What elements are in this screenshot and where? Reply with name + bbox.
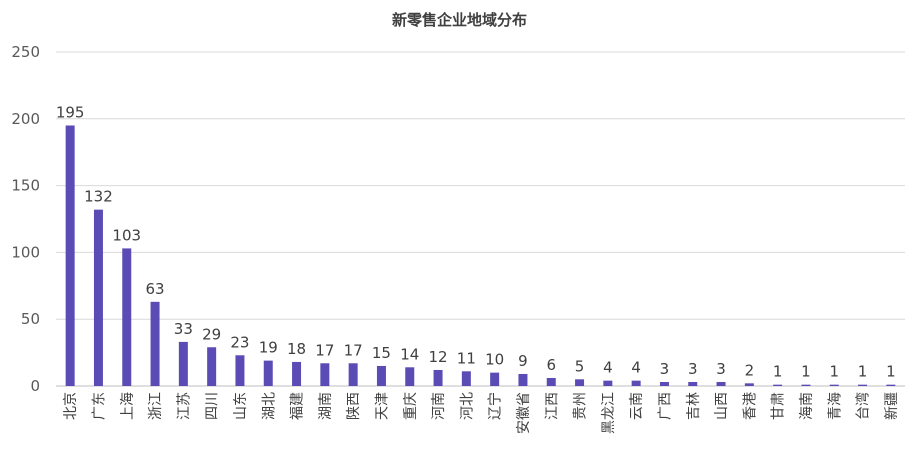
y-tick-label: 200 (11, 110, 40, 128)
bar (886, 384, 896, 386)
data-label: 14 (400, 345, 419, 363)
x-tick-label: 黑龙江 (601, 392, 617, 434)
data-label: 1 (829, 363, 839, 381)
x-tick-label: 新疆 (884, 392, 900, 420)
data-label: 17 (315, 341, 334, 359)
x-tick-label: 天津 (374, 392, 390, 420)
data-label: 3 (716, 360, 726, 378)
data-label: 132 (84, 188, 113, 206)
data-label: 6 (546, 356, 556, 374)
x-tick-label: 河南 (431, 392, 447, 420)
x-tick-label: 重庆 (403, 392, 419, 420)
bar (235, 355, 245, 386)
data-label: 3 (688, 360, 698, 378)
bar (688, 381, 698, 386)
bar (405, 367, 415, 386)
x-tick-label: 山东 (233, 392, 249, 420)
data-label: 1 (886, 363, 896, 381)
x-tick-label: 香港 (742, 392, 758, 420)
bar (631, 380, 641, 386)
bar (207, 347, 217, 386)
data-label: 33 (174, 320, 193, 338)
x-tick-label: 江苏 (176, 392, 192, 420)
data-label: 29 (202, 325, 221, 343)
bar (65, 125, 75, 386)
bar (490, 372, 500, 386)
x-tick-label: 广东 (91, 392, 107, 420)
data-label: 19 (259, 339, 278, 357)
x-tick-label: 北京 (63, 392, 79, 420)
bar (575, 379, 585, 386)
x-tick-label: 海南 (799, 392, 815, 420)
data-label: 1 (773, 363, 783, 381)
x-tick-label: 陕西 (346, 392, 362, 420)
x-tick-label: 浙江 (148, 392, 164, 420)
data-label: 18 (287, 340, 306, 358)
x-tick-label: 广西 (657, 392, 673, 420)
x-tick-label: 湖北 (261, 392, 277, 420)
data-label: 4 (603, 359, 613, 377)
x-tick-label: 河北 (459, 392, 475, 420)
data-label: 195 (56, 103, 85, 121)
bar (801, 384, 811, 386)
data-label: 63 (146, 280, 165, 298)
data-label: 10 (485, 351, 504, 369)
bar (546, 377, 556, 386)
x-tick-label: 上海 (120, 392, 136, 420)
data-label: 5 (575, 357, 585, 375)
data-label: 1 (858, 363, 868, 381)
data-label: 17 (344, 341, 363, 359)
bar (716, 381, 726, 386)
y-tick-label: 50 (21, 310, 40, 328)
data-label: 2 (745, 361, 755, 379)
x-tick-label: 台湾 (855, 392, 872, 420)
bar (178, 341, 188, 386)
x-tick-label: 安徽省 (516, 392, 532, 434)
bar (263, 360, 273, 386)
x-tick-label: 江西 (544, 392, 560, 420)
data-label: 9 (518, 352, 528, 370)
y-tick-label: 250 (11, 43, 40, 61)
bar (858, 384, 868, 386)
data-label: 23 (230, 333, 249, 351)
bar (122, 248, 132, 386)
x-tick-label: 山西 (714, 392, 730, 420)
data-label: 3 (660, 360, 670, 378)
bar (348, 363, 358, 386)
x-tick-label: 青海 (827, 392, 843, 420)
y-tick-label: 150 (11, 177, 40, 195)
data-label: 15 (372, 344, 391, 362)
bar (744, 383, 754, 386)
bar (292, 361, 302, 386)
data-label: 1 (801, 363, 811, 381)
x-tick-label: 辽宁 (487, 392, 504, 420)
x-tick-label: 云南 (629, 392, 645, 420)
data-label: 12 (429, 348, 448, 366)
bar (773, 384, 783, 386)
x-tick-label: 贵州 (573, 392, 589, 420)
data-label: 103 (112, 226, 141, 244)
x-tick-label: 四川 (205, 392, 221, 420)
bar (376, 365, 386, 386)
bar (93, 209, 103, 386)
bar (603, 380, 613, 386)
y-tick-label: 0 (30, 377, 40, 395)
bar (829, 384, 839, 386)
x-tick-label: 甘肃 (771, 392, 787, 420)
bar (150, 301, 160, 386)
bar (433, 369, 443, 386)
x-tick-label: 吉林 (686, 392, 702, 420)
bar (518, 373, 528, 386)
data-label: 4 (631, 359, 641, 377)
chart-title: 新零售企业地域分布 (391, 11, 527, 29)
y-tick-label: 100 (11, 243, 40, 261)
bar (461, 371, 471, 386)
data-label: 11 (457, 349, 476, 367)
bar (320, 363, 330, 386)
x-tick-label: 福建 (290, 392, 306, 420)
bar (659, 381, 669, 386)
x-tick-label: 湖南 (318, 392, 334, 420)
